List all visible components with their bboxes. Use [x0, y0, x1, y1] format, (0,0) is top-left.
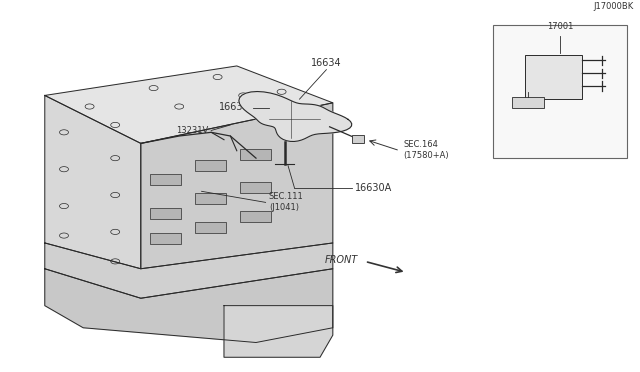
Bar [240, 182, 271, 193]
Text: J17000BK: J17000BK [593, 1, 634, 11]
Polygon shape [141, 103, 333, 269]
Polygon shape [239, 92, 352, 141]
Bar [195, 160, 226, 171]
Text: 13231V: 13231V [176, 126, 208, 135]
Text: 16630: 16630 [219, 102, 250, 112]
Bar [240, 211, 271, 222]
Bar [493, 25, 627, 158]
Text: SEC.111
(J1041): SEC.111 (J1041) [269, 192, 303, 212]
Bar [512, 97, 544, 108]
Text: FRONT: FRONT [325, 254, 358, 264]
Bar [240, 148, 271, 160]
Bar [150, 208, 181, 219]
Text: 16630A: 16630A [355, 183, 392, 193]
Polygon shape [45, 96, 141, 269]
Bar [150, 174, 181, 185]
Polygon shape [45, 269, 333, 343]
Bar [352, 135, 364, 143]
Bar [150, 233, 181, 244]
Bar [195, 222, 226, 233]
Text: SEC.164
(17580+A): SEC.164 (17580+A) [403, 140, 449, 160]
Polygon shape [224, 306, 333, 357]
Polygon shape [45, 66, 333, 143]
Text: 16634: 16634 [311, 58, 342, 68]
Polygon shape [45, 243, 333, 298]
Text: 17001: 17001 [547, 22, 573, 31]
Bar [525, 55, 582, 99]
Bar [195, 193, 226, 204]
